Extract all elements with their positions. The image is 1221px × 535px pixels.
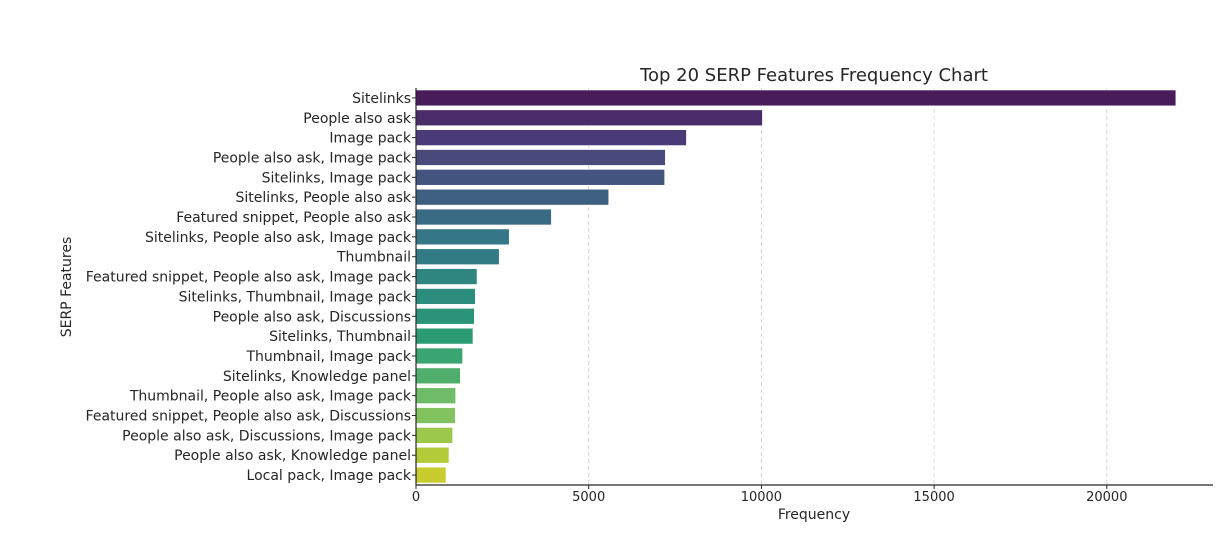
bar — [415, 109, 763, 127]
y-tick-label: People also ask — [303, 111, 412, 127]
bar — [415, 387, 456, 404]
y-tick-label: Featured snippet, People also ask, Discu… — [86, 409, 411, 425]
bar — [415, 367, 461, 385]
y-tick-labels: Sitelinks People also ask Image pack People… — [86, 91, 416, 484]
bar — [415, 288, 476, 305]
bar — [415, 446, 450, 464]
bar — [415, 89, 1177, 107]
bar — [415, 129, 687, 146]
y-tick-label: Sitelinks — [352, 91, 411, 107]
y-tick-label: Image pack — [329, 131, 411, 147]
bar — [415, 248, 500, 265]
bar — [415, 327, 474, 345]
bar — [415, 169, 665, 186]
y-tick-label: Featured snippet, People also ask — [176, 210, 412, 226]
chart-title: Top 20 SERP Features Frequency Chart — [639, 65, 988, 86]
x-axis-label: Frequency — [778, 507, 850, 523]
y-tick-label: Thumbnail, People also ask, Image pack — [129, 389, 412, 405]
y-tick-label: People also ask, Image pack — [213, 150, 412, 166]
y-tick-label: Sitelinks, Image pack — [262, 170, 412, 186]
x-tick-label: 5000 — [572, 490, 605, 505]
y-tick-label: Sitelinks, People also ask, Image pack — [145, 230, 412, 246]
bar — [415, 427, 453, 444]
y-tick-label: Sitelinks, People also ask — [235, 190, 411, 206]
bar — [415, 149, 666, 166]
bar — [415, 208, 552, 226]
bar — [415, 268, 478, 285]
y-tick-label: People also ask, Discussions, Image pack — [122, 428, 412, 444]
y-tick-label: Sitelinks, Knowledge panel — [223, 369, 411, 385]
y-tick-label: Thumbnail, Image pack — [245, 349, 411, 365]
bar — [415, 228, 510, 246]
y-axis-label: SERP Features — [59, 237, 75, 338]
x-tick-label: 15000 — [913, 490, 954, 505]
bar — [415, 188, 610, 206]
x-tick-labels: 0 5000 10000 15000 20000 — [412, 485, 1127, 505]
y-tick-label: Local pack, Image pack — [247, 468, 412, 484]
y-tick-label: People also ask, Knowledge panel — [174, 448, 411, 464]
grid-lines — [588, 88, 1108, 485]
bar — [415, 308, 475, 325]
y-tick-label: People also ask, Discussions — [213, 309, 411, 325]
y-tick-label: Featured snippet, People also ask, Image… — [86, 270, 412, 286]
x-tick-label: 10000 — [741, 490, 782, 505]
bar — [415, 347, 463, 365]
bars — [415, 89, 1177, 484]
x-tick-label: 20000 — [1086, 490, 1127, 505]
bar — [415, 407, 456, 424]
y-tick-label: Sitelinks, Thumbnail, Image pack — [179, 289, 412, 305]
bar — [415, 466, 447, 484]
y-tick-label: Thumbnail — [336, 250, 411, 266]
y-tick-label: Sitelinks, Thumbnail — [269, 329, 411, 345]
x-tick-label: 0 — [412, 490, 420, 505]
